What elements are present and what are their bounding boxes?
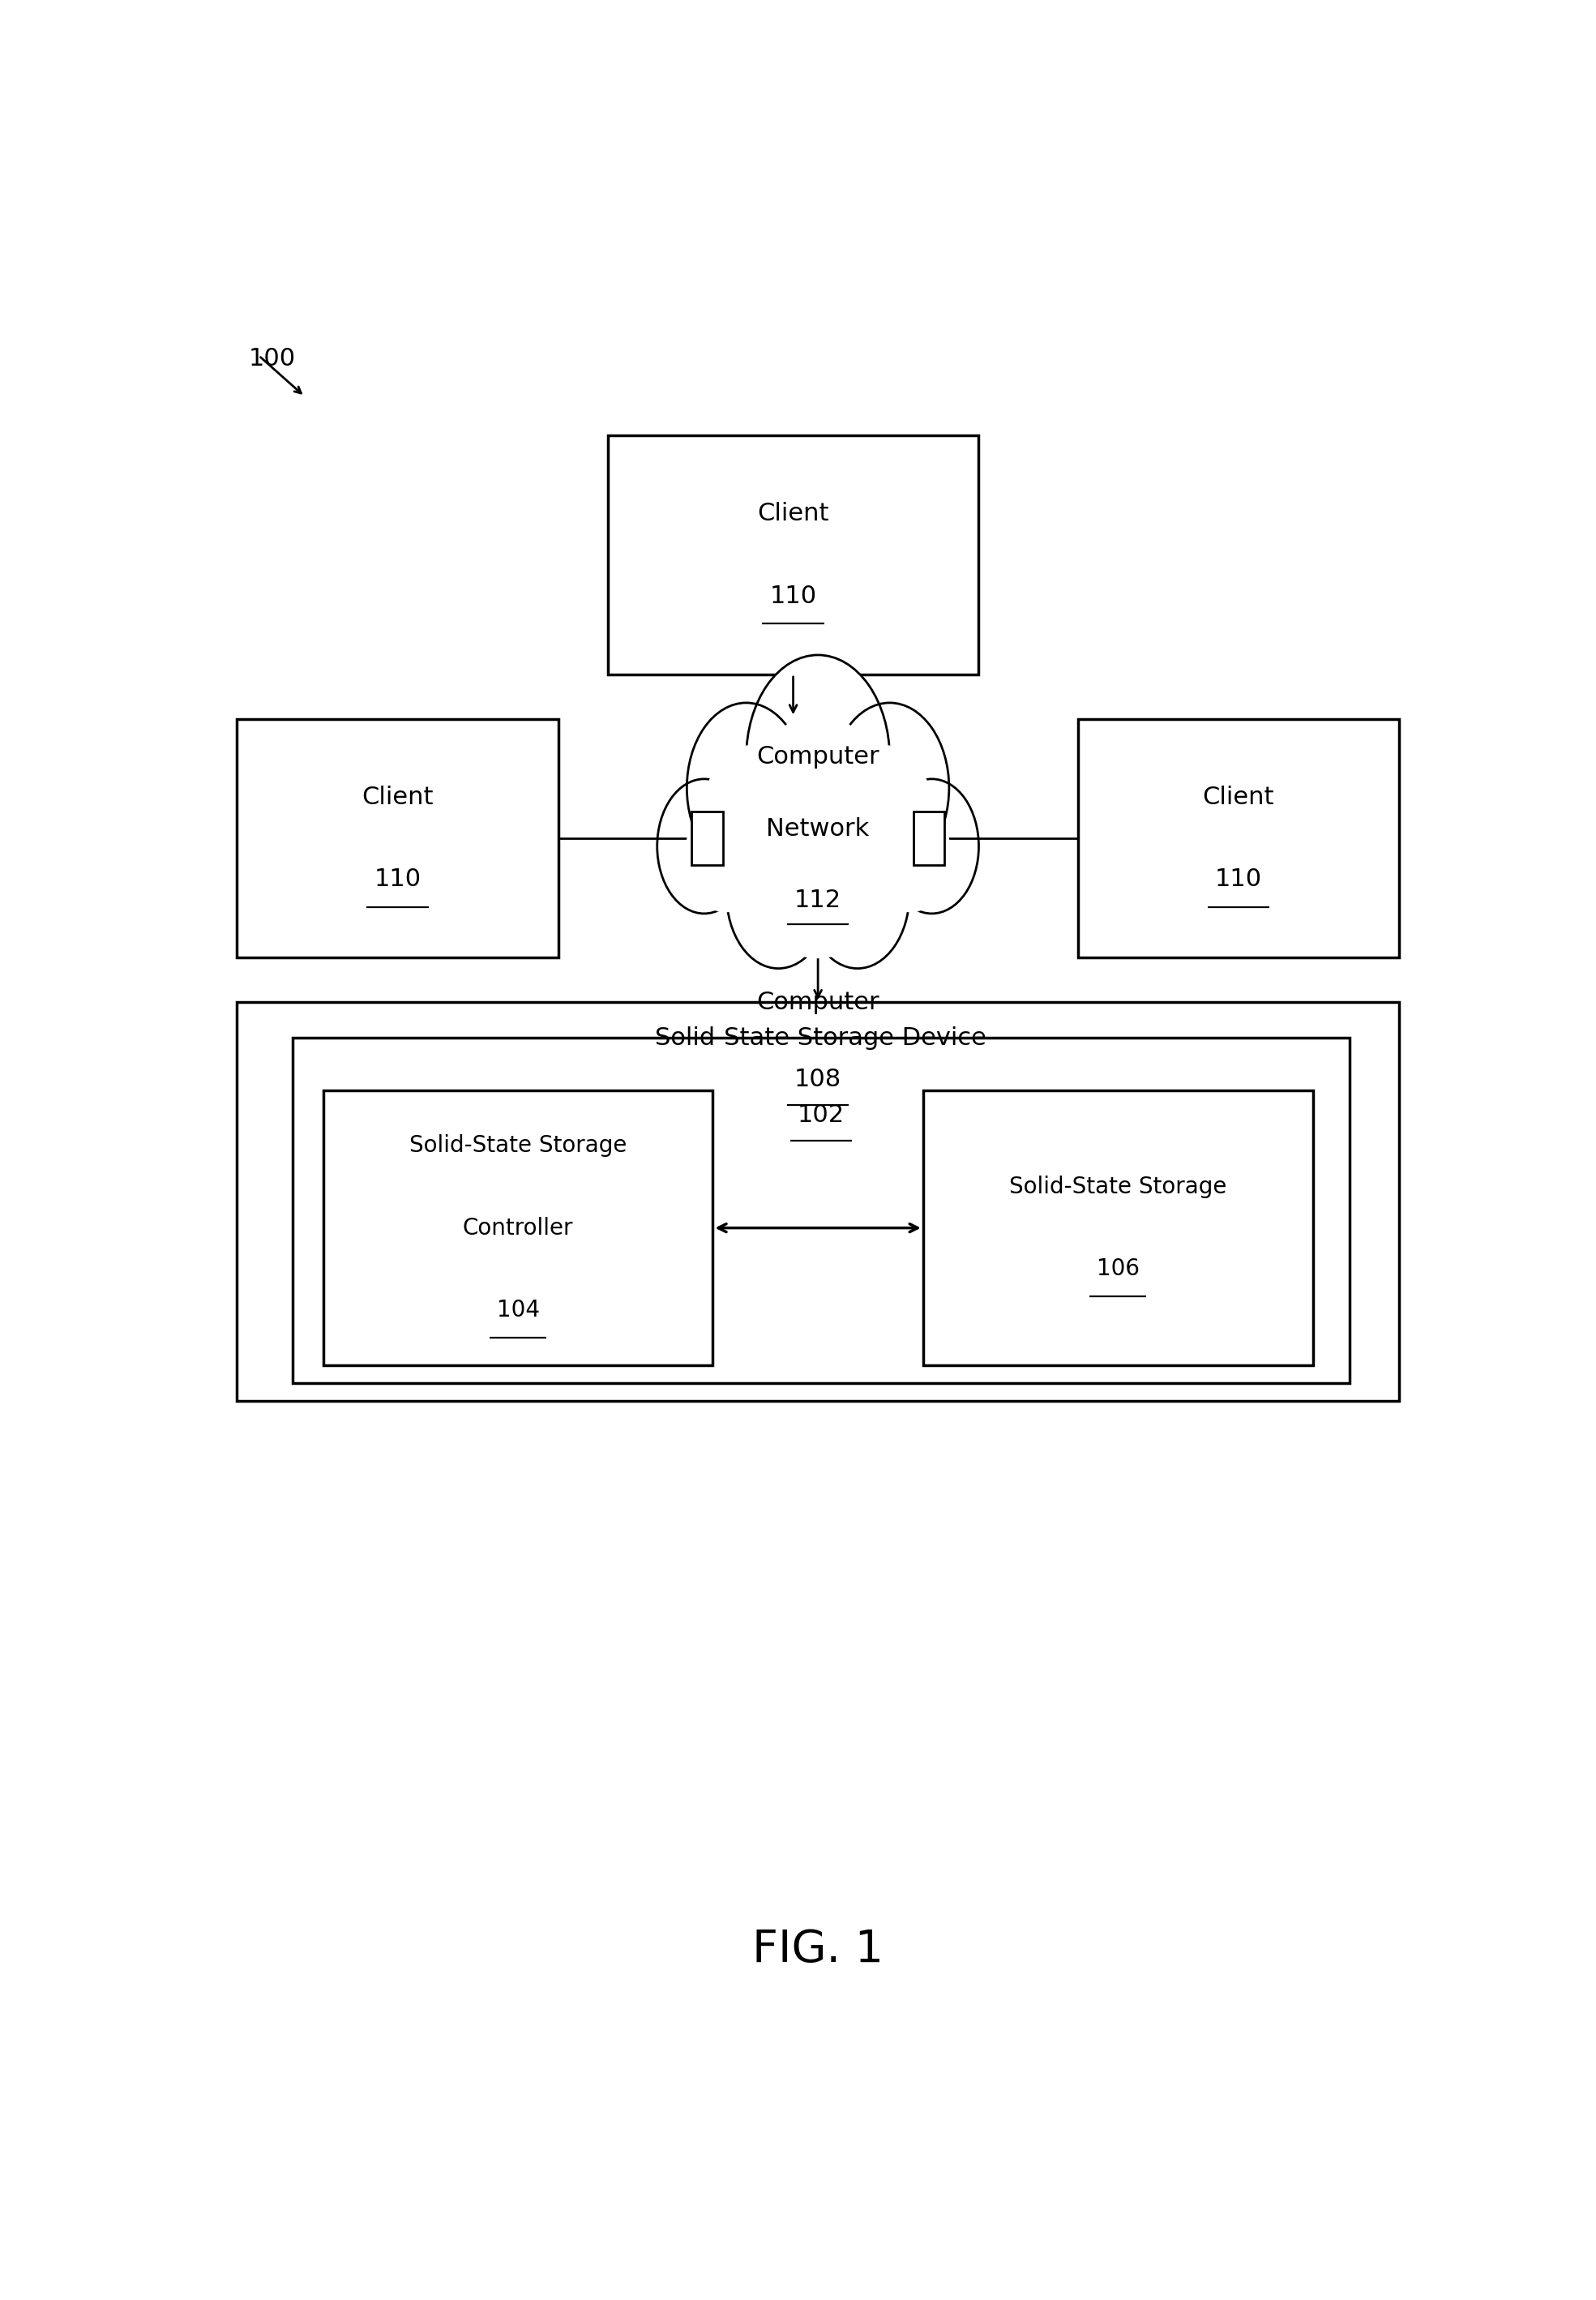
Bar [322, 1090, 713, 1366]
Text: Client: Client [758, 501, 828, 524]
Circle shape [747, 655, 889, 860]
Text: 100: 100 [249, 347, 297, 370]
Text: 108: 108 [795, 1067, 841, 1090]
Circle shape [726, 819, 830, 968]
Text: Solid-State Storage: Solid-State Storage [1009, 1175, 1227, 1198]
Circle shape [658, 780, 752, 913]
Text: 110: 110 [769, 584, 817, 607]
Text: Client: Client [1203, 784, 1274, 810]
Circle shape [804, 819, 894, 945]
Bar [1077, 720, 1400, 957]
Circle shape [830, 704, 950, 872]
Text: Client: Client [362, 784, 433, 810]
Circle shape [871, 798, 950, 911]
Text: 112: 112 [795, 888, 841, 911]
Circle shape [686, 798, 764, 911]
Circle shape [884, 780, 978, 913]
Circle shape [830, 745, 934, 895]
Text: Computer: Computer [757, 991, 879, 1014]
Bar [922, 1090, 1312, 1366]
Bar [913, 812, 945, 865]
Circle shape [702, 745, 806, 895]
Circle shape [742, 819, 832, 945]
Circle shape [734, 718, 902, 957]
Text: 110: 110 [373, 867, 421, 890]
Circle shape [686, 704, 806, 872]
Text: Solid-State Storage Device: Solid-State Storage Device [656, 1026, 986, 1049]
Circle shape [753, 713, 883, 897]
Text: Network: Network [766, 816, 870, 840]
Text: Solid-State Storage: Solid-State Storage [409, 1134, 627, 1157]
Text: Computer: Computer [757, 745, 879, 768]
Circle shape [725, 713, 911, 980]
Bar [236, 1003, 1400, 1401]
Bar [292, 1037, 1350, 1382]
Text: 104: 104 [496, 1299, 539, 1322]
Text: FIG. 1: FIG. 1 [752, 1927, 884, 1971]
Text: 106: 106 [1096, 1258, 1140, 1281]
Text: Controller: Controller [463, 1217, 573, 1240]
Ellipse shape [670, 688, 967, 989]
Text: 102: 102 [798, 1104, 844, 1127]
Circle shape [806, 819, 910, 968]
Bar [608, 435, 978, 674]
Bar [236, 720, 559, 957]
Bar [691, 812, 723, 865]
Text: 110: 110 [1215, 867, 1262, 890]
